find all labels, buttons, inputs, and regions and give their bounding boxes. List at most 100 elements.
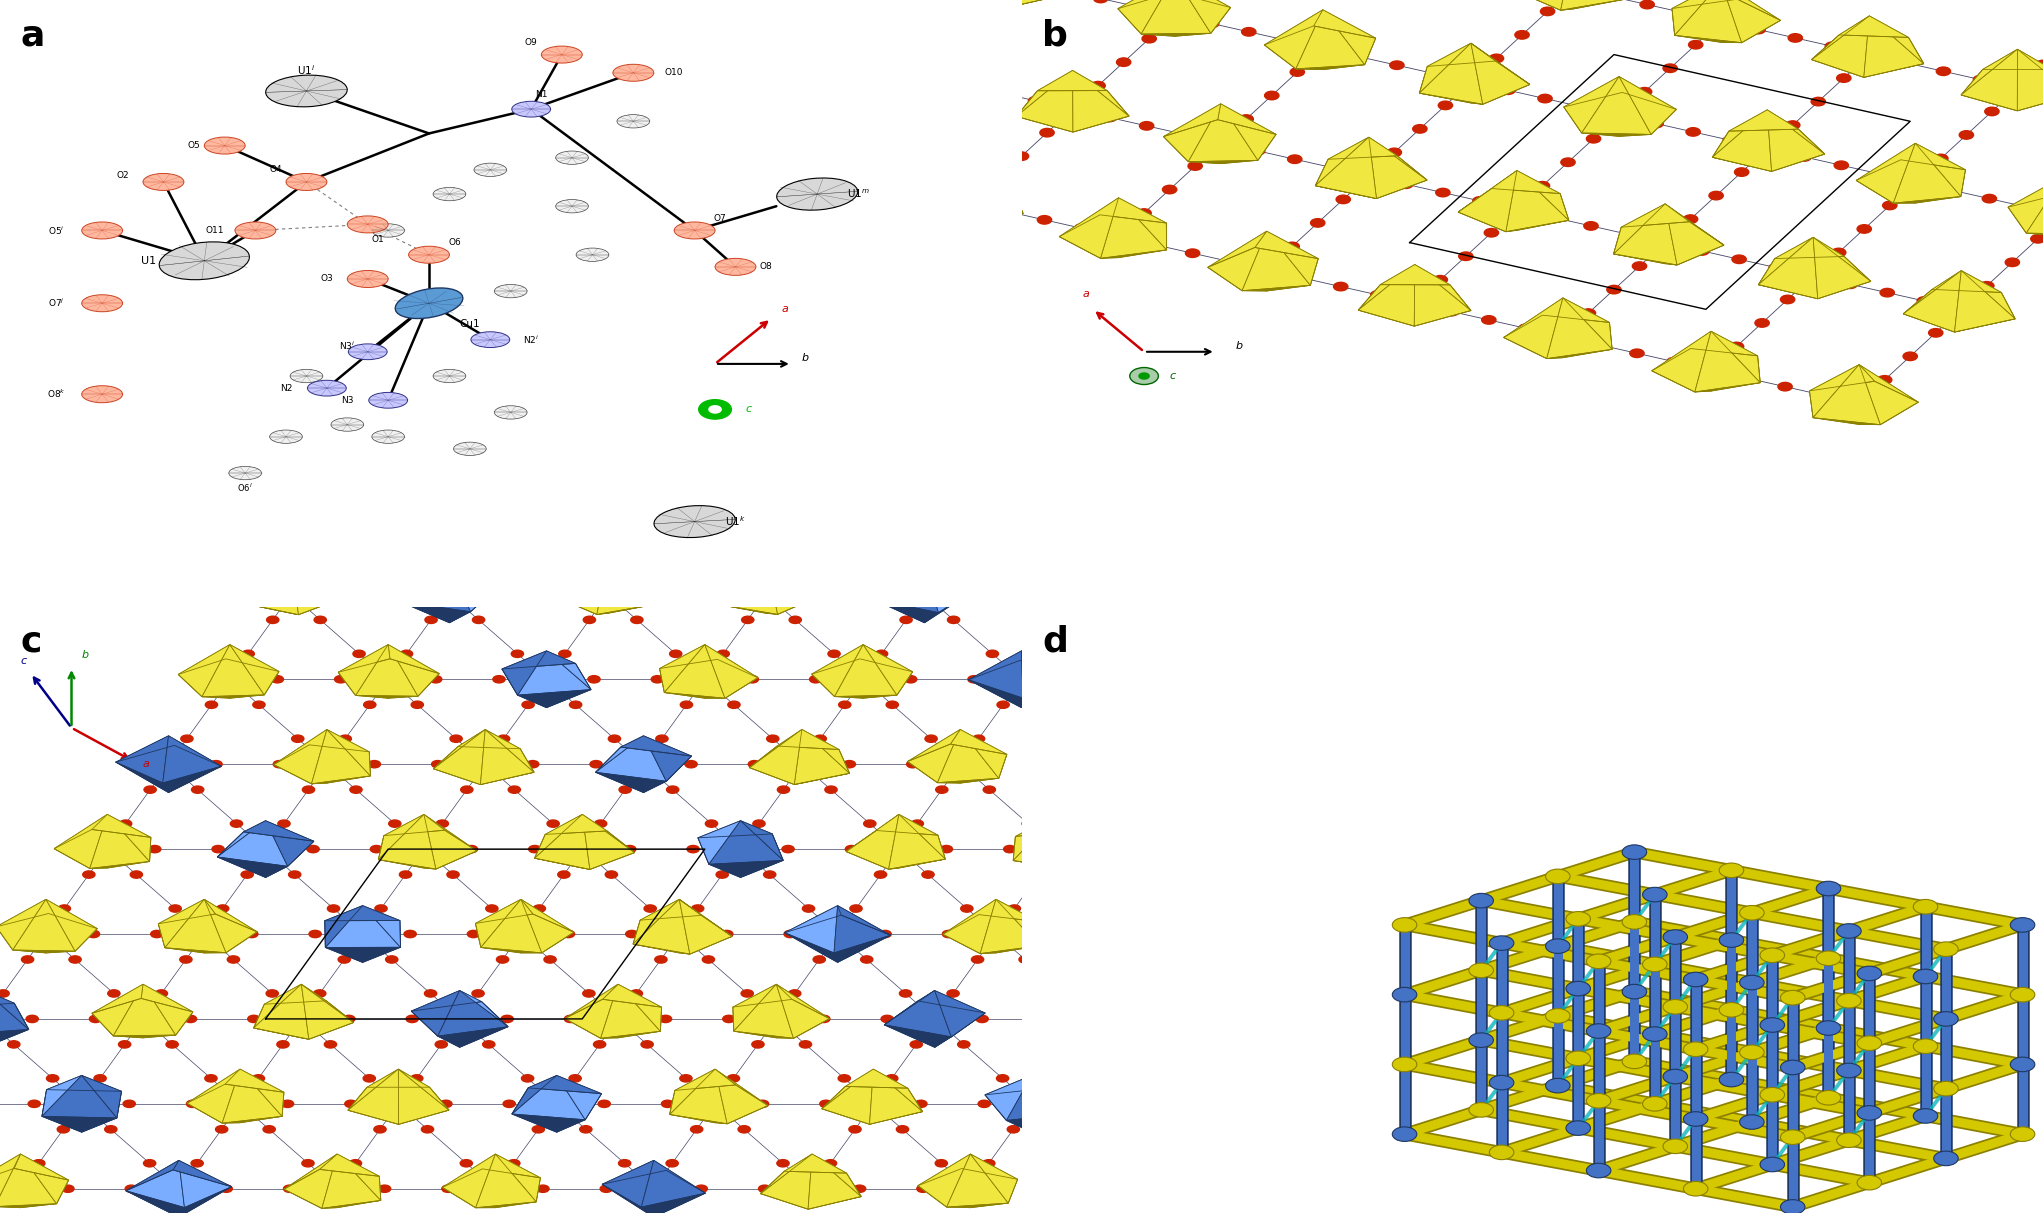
Polygon shape	[243, 559, 298, 615]
Polygon shape	[127, 1169, 180, 1213]
Circle shape	[1334, 283, 1348, 291]
Polygon shape	[92, 830, 151, 869]
Circle shape	[854, 1185, 866, 1192]
Polygon shape	[603, 1171, 666, 1213]
Polygon shape	[860, 644, 913, 672]
Polygon shape	[1359, 264, 1414, 311]
Polygon shape	[923, 590, 977, 622]
Circle shape	[2018, 203, 2033, 211]
Polygon shape	[163, 736, 221, 784]
Circle shape	[1683, 1042, 1708, 1057]
Polygon shape	[1066, 559, 1126, 614]
Circle shape	[374, 1126, 386, 1133]
Text: O4: O4	[270, 165, 282, 175]
Circle shape	[1034, 871, 1046, 878]
Polygon shape	[108, 814, 151, 861]
Circle shape	[1632, 262, 1647, 270]
Circle shape	[437, 820, 449, 827]
Circle shape	[88, 930, 100, 938]
Circle shape	[693, 905, 705, 912]
Polygon shape	[881, 38, 948, 97]
Polygon shape	[1955, 270, 2014, 332]
Circle shape	[966, 591, 979, 598]
Ellipse shape	[82, 386, 123, 403]
Polygon shape	[378, 814, 435, 869]
Polygon shape	[639, 916, 701, 953]
Circle shape	[462, 786, 474, 793]
Circle shape	[533, 905, 545, 912]
Polygon shape	[1857, 143, 1916, 204]
Ellipse shape	[394, 287, 464, 319]
Polygon shape	[821, 1109, 874, 1124]
Polygon shape	[517, 690, 590, 707]
Circle shape	[652, 676, 664, 683]
Polygon shape	[1665, 222, 1724, 263]
Circle shape	[94, 1075, 106, 1082]
Polygon shape	[678, 899, 731, 936]
Circle shape	[819, 1100, 832, 1107]
Circle shape	[625, 930, 637, 938]
Polygon shape	[1622, 204, 1690, 227]
Circle shape	[1643, 1026, 1667, 1041]
Circle shape	[1434, 275, 1448, 284]
Polygon shape	[944, 915, 997, 953]
Polygon shape	[1563, 298, 1612, 349]
Polygon shape	[1869, 16, 1925, 63]
Ellipse shape	[513, 102, 552, 116]
Polygon shape	[985, 1087, 1056, 1132]
Polygon shape	[1547, 349, 1612, 359]
Polygon shape	[911, 566, 977, 590]
Polygon shape	[670, 1069, 727, 1123]
Polygon shape	[699, 821, 772, 838]
Polygon shape	[597, 747, 644, 792]
Circle shape	[1469, 963, 1493, 978]
Polygon shape	[1030, 559, 1083, 594]
Ellipse shape	[494, 405, 527, 420]
Polygon shape	[1019, 660, 1075, 707]
Polygon shape	[923, 74, 983, 97]
Polygon shape	[1904, 314, 1961, 332]
Polygon shape	[1618, 92, 1677, 136]
Ellipse shape	[370, 392, 409, 408]
Circle shape	[897, 1126, 909, 1133]
Polygon shape	[1561, 0, 1624, 10]
Polygon shape	[621, 736, 691, 756]
Polygon shape	[1015, 830, 1075, 869]
Polygon shape	[1720, 0, 1779, 42]
Polygon shape	[1420, 67, 1471, 103]
Polygon shape	[1414, 264, 1471, 326]
Polygon shape	[1859, 381, 1918, 425]
Polygon shape	[1428, 61, 1495, 103]
Polygon shape	[116, 736, 168, 784]
Polygon shape	[1675, 0, 1743, 42]
Circle shape	[881, 1015, 893, 1023]
Circle shape	[1242, 28, 1256, 36]
Circle shape	[123, 1100, 135, 1107]
Polygon shape	[846, 1069, 907, 1088]
Circle shape	[339, 956, 351, 963]
Polygon shape	[47, 1089, 121, 1132]
Polygon shape	[1767, 110, 1824, 154]
Polygon shape	[985, 1076, 1056, 1095]
Polygon shape	[513, 1076, 584, 1120]
Circle shape	[2006, 258, 2018, 267]
Circle shape	[972, 735, 985, 742]
Text: O1: O1	[372, 235, 384, 244]
Polygon shape	[1653, 331, 1712, 392]
Polygon shape	[92, 1013, 143, 1038]
Polygon shape	[1653, 371, 1712, 392]
Circle shape	[1469, 893, 1493, 907]
Circle shape	[1622, 1054, 1647, 1069]
Polygon shape	[388, 644, 439, 696]
Polygon shape	[1218, 120, 1277, 164]
Circle shape	[1205, 19, 1220, 28]
Polygon shape	[556, 597, 609, 615]
Circle shape	[899, 990, 911, 997]
Polygon shape	[733, 1007, 776, 1038]
Circle shape	[752, 1041, 764, 1048]
Polygon shape	[1933, 290, 2002, 330]
Circle shape	[803, 905, 815, 912]
Circle shape	[47, 1075, 59, 1082]
Circle shape	[1028, 97, 1042, 106]
Polygon shape	[92, 984, 143, 1036]
